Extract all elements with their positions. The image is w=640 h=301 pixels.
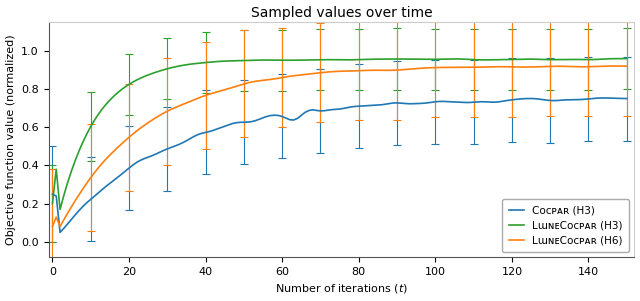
Legend: Cᴏᴄᴘᴀʀ (H3), LɯɴᴇCᴏᴄᴘᴀʀ (H3), LɯɴᴇCᴏᴄᴘᴀʀ (H6): Cᴏᴄᴘᴀʀ (H3), LɯɴᴇCᴏᴄᴘᴀʀ (H3), LɯɴᴇCᴏᴄᴘᴀʀ…: [502, 199, 629, 252]
X-axis label: Number of iterations ($t$): Number of iterations ($t$): [275, 282, 408, 296]
Y-axis label: Objective function value (normalized): Objective function value (normalized): [6, 34, 15, 245]
Title: Sampled values over time: Sampled values over time: [251, 5, 433, 20]
